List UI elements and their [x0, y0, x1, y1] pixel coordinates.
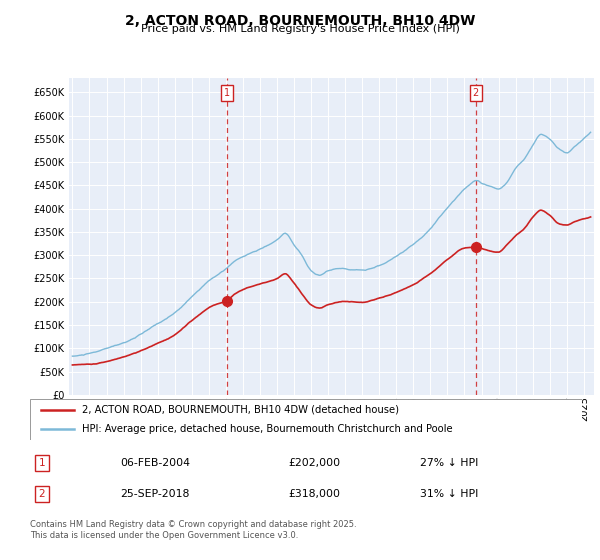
Text: Price paid vs. HM Land Registry's House Price Index (HPI): Price paid vs. HM Land Registry's House …: [140, 24, 460, 34]
Text: 2, ACTON ROAD, BOURNEMOUTH, BH10 4DW (detached house): 2, ACTON ROAD, BOURNEMOUTH, BH10 4DW (de…: [82, 405, 400, 415]
Text: 1: 1: [38, 458, 46, 468]
Text: £318,000: £318,000: [288, 489, 340, 499]
Text: 31% ↓ HPI: 31% ↓ HPI: [420, 489, 478, 499]
Text: 1: 1: [224, 87, 230, 97]
Text: 2: 2: [473, 87, 479, 97]
Text: £202,000: £202,000: [288, 458, 340, 468]
Text: Contains HM Land Registry data © Crown copyright and database right 2025.
This d: Contains HM Land Registry data © Crown c…: [30, 520, 356, 540]
Text: 2: 2: [38, 489, 46, 499]
Text: 2, ACTON ROAD, BOURNEMOUTH, BH10 4DW: 2, ACTON ROAD, BOURNEMOUTH, BH10 4DW: [125, 14, 475, 28]
Text: 06-FEB-2004: 06-FEB-2004: [120, 458, 190, 468]
Text: HPI: Average price, detached house, Bournemouth Christchurch and Poole: HPI: Average price, detached house, Bour…: [82, 423, 453, 433]
Text: 25-SEP-2018: 25-SEP-2018: [120, 489, 190, 499]
Text: 27% ↓ HPI: 27% ↓ HPI: [420, 458, 478, 468]
